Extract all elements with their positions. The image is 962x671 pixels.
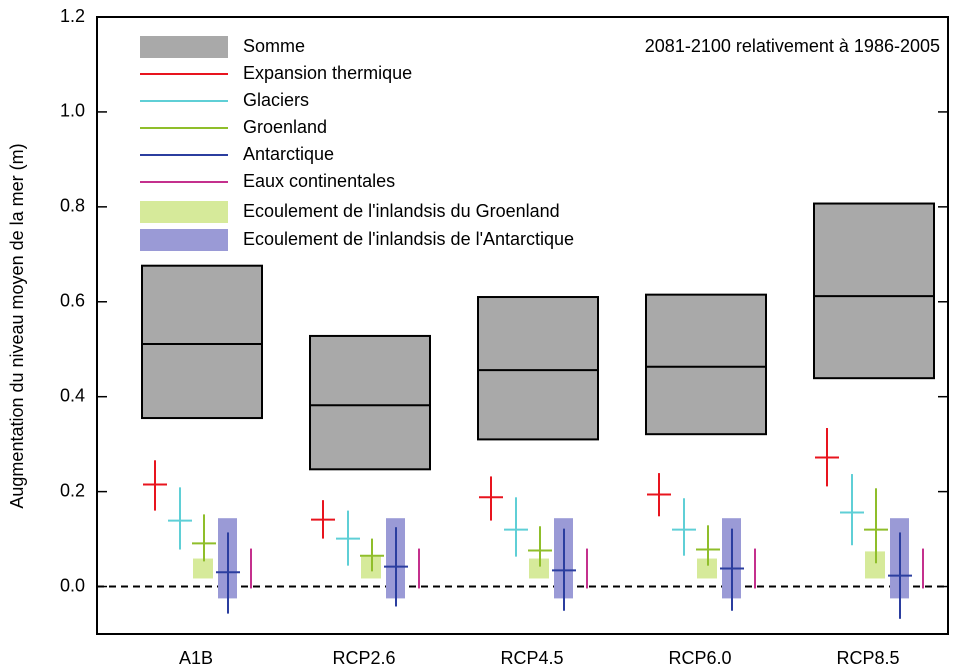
legend-label: Eaux continentales [243,171,395,191]
y-tick-label: 1.0 [60,101,85,121]
y-tick-label: 0.0 [60,575,85,595]
x-tick-label: A1B [179,648,213,668]
x-tick-label: RCP6.0 [668,648,731,668]
x-tick-label: RCP2.6 [332,648,395,668]
x-tick-label: RCP8.5 [836,648,899,668]
annotation: 2081-2100 relativement à 1986-2005 [645,36,940,56]
y-tick-label: 0.4 [60,385,85,405]
legend-label: Glaciers [243,90,309,110]
dynamics-bar [529,558,549,579]
dynamics-bar [193,558,213,579]
sum-box [477,296,599,441]
y-tick-label: 1.2 [60,6,85,26]
sum-box [645,293,767,436]
sum-box [141,264,263,420]
y-tick-label: 0.6 [60,291,85,311]
legend-label: Antarctique [243,144,334,164]
legend-label: Somme [243,36,305,56]
sum-box [309,334,431,471]
y-axis-label: Augmentation du niveau moyen de la mer (… [7,143,27,508]
legend-label: Expansion thermique [243,63,412,83]
legend-label: Ecoulement de l'inlandsis du Groenland [243,201,560,221]
legend-swatch [140,36,228,58]
legend-swatch [140,201,228,223]
dynamics-bar [697,558,717,579]
y-tick-label: 0.2 [60,480,85,500]
plot-frame [96,16,949,635]
sum-box [813,202,935,380]
x-tick-label: RCP4.5 [500,648,563,668]
dynamics-bar [865,551,885,579]
legend-label: Ecoulement de l'inlandsis de l'Antarctiq… [243,229,574,249]
legend-swatch [140,229,228,251]
legend-label: Groenland [243,117,327,137]
y-tick-label: 0.8 [60,196,85,216]
